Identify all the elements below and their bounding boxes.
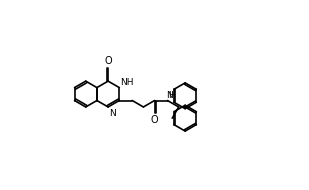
Text: N: N <box>166 91 173 100</box>
Text: H: H <box>168 91 175 100</box>
Text: NH: NH <box>120 78 134 87</box>
Text: O: O <box>104 56 112 66</box>
Text: N: N <box>109 109 116 118</box>
Text: O: O <box>151 115 159 125</box>
